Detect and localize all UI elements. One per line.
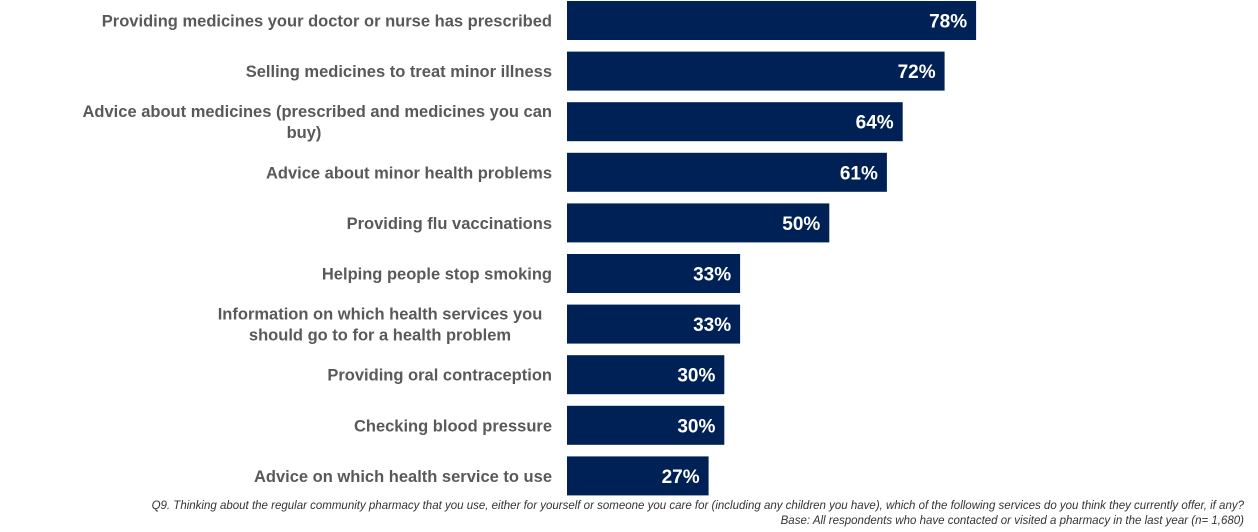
category-label-6-line-1: should go to for a health problem	[249, 327, 511, 345]
footnote-question: Q9. Thinking about the regular community…	[151, 500, 1244, 512]
category-label-4: Providing flu vaccinations	[347, 215, 552, 233]
bar-5	[567, 254, 741, 293]
category-label-8: Checking blood pressure	[354, 417, 552, 435]
category-label-2-line-1: buy)	[287, 124, 322, 142]
bar-4	[567, 203, 830, 243]
value-label-4: 50%	[782, 214, 820, 235]
bar-6	[567, 304, 741, 344]
value-label-9: 27%	[662, 467, 700, 488]
value-label-8: 30%	[677, 416, 715, 437]
value-label-1: 72%	[898, 62, 936, 83]
bar-3	[567, 152, 887, 192]
value-label-3: 61%	[840, 163, 878, 184]
category-label-5: Helping people stop smoking	[322, 266, 552, 284]
value-label-7: 30%	[677, 366, 715, 387]
bar-1	[567, 51, 945, 91]
category-label-9: Advice on which health service to use	[254, 468, 552, 486]
bar-2	[567, 102, 903, 142]
footnote-base: Base: All respondents who have contacted…	[780, 515, 1244, 527]
category-label-1: Selling medicines to treat minor illness	[246, 63, 552, 81]
bar-9	[567, 456, 709, 496]
value-label-2: 64%	[856, 113, 894, 134]
value-label-0: 78%	[929, 12, 967, 33]
bar-7	[567, 355, 725, 395]
bar-chart: 78% Providing medicines your doctor or nu…	[83, 1, 977, 496]
category-label-2-line-0: Advice about medicines (prescribed and m…	[83, 103, 552, 121]
category-label-0: Providing medicines your doctor or nurse…	[102, 13, 552, 31]
category-label-6-line-0: Information on which health services you	[218, 306, 543, 324]
value-label-6: 33%	[693, 315, 731, 336]
category-label-7: Providing oral contraception	[327, 367, 552, 385]
value-label-5: 33%	[693, 265, 731, 286]
bar-0	[567, 1, 977, 40]
bar-8	[567, 405, 725, 445]
category-label-3: Advice about minor health problems	[266, 164, 552, 182]
